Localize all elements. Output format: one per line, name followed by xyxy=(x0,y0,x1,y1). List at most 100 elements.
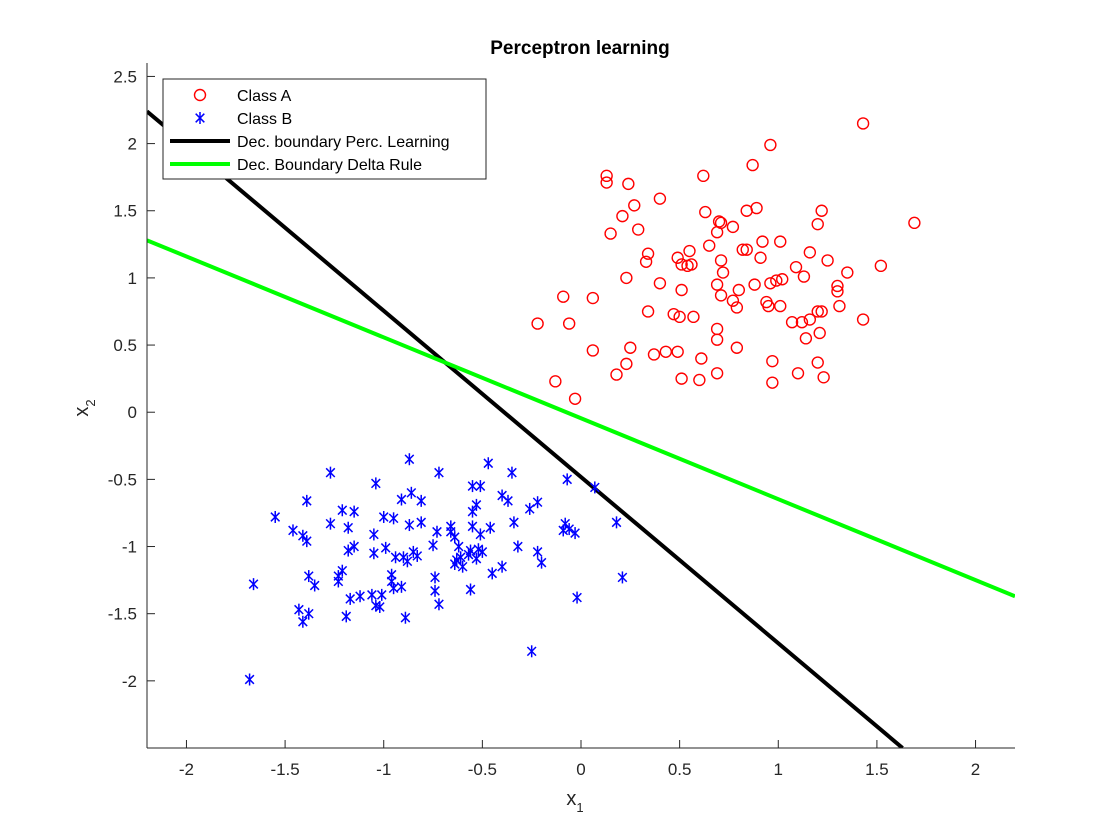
class-b-point xyxy=(536,556,547,569)
axes: -2 -1.5 -1 -0.5 0 0.5 1 1.5 2 -2 -1.5 -1 -0.5 0 0.5 1 1… xyxy=(108,63,1015,779)
class-a-point xyxy=(766,376,779,389)
class-a-point xyxy=(756,235,769,248)
class-a-point xyxy=(785,316,799,329)
class-a-point xyxy=(736,243,749,256)
class-a-point xyxy=(628,199,641,212)
legend-marker-class-b xyxy=(195,112,205,124)
x-tick-label: -0.5 xyxy=(468,760,497,779)
class-a-point xyxy=(647,348,661,361)
class-b-point xyxy=(374,600,385,613)
x-tick-label: 1.5 xyxy=(865,760,889,779)
y-tick-label: 2.5 xyxy=(113,67,137,86)
x-tick-label: -2 xyxy=(179,760,194,779)
class-a-point xyxy=(774,235,787,248)
x-axis-title: x1 xyxy=(566,788,583,815)
class-b-point xyxy=(297,615,308,628)
class-a-point xyxy=(616,209,629,223)
class-a-point xyxy=(714,254,728,267)
class-a-point xyxy=(732,283,746,297)
class-a-point xyxy=(746,158,759,172)
class-b-point xyxy=(333,575,344,588)
class-b-point xyxy=(497,560,507,573)
class-a-point xyxy=(821,254,834,267)
class-a-point xyxy=(831,279,844,293)
class-b-point xyxy=(611,516,622,529)
class-a-point xyxy=(604,227,617,240)
class-b-point xyxy=(380,541,391,554)
class-b-point xyxy=(475,528,486,541)
class-b-point xyxy=(248,578,259,591)
class-a-point xyxy=(549,375,562,388)
class-a-point xyxy=(641,305,655,318)
class-b-point xyxy=(404,519,415,532)
class-b-point xyxy=(388,582,399,595)
class-b-point xyxy=(467,505,478,518)
class-a-point xyxy=(726,294,740,307)
class-a-point xyxy=(710,333,724,346)
class-a-point xyxy=(766,354,779,368)
class-b-point xyxy=(303,607,314,620)
class-b-point xyxy=(288,524,298,537)
class-b-point xyxy=(343,544,354,557)
class-a-point xyxy=(764,138,777,152)
class-b-point xyxy=(244,673,255,686)
class-b-point xyxy=(430,571,440,584)
class-a-point xyxy=(764,277,777,290)
class-a-point xyxy=(754,251,767,264)
class-a-point xyxy=(687,310,700,324)
class-a-point xyxy=(856,117,870,130)
class-b-point xyxy=(589,481,600,494)
y-tick-label: 2 xyxy=(128,135,137,154)
class-b-point xyxy=(369,547,379,560)
class-a-point xyxy=(641,247,655,260)
class-a-point xyxy=(610,368,623,381)
y-tick-label: 1.5 xyxy=(113,202,137,221)
class-a-point xyxy=(673,310,686,324)
class-b-point xyxy=(434,598,444,611)
class-b-point xyxy=(532,545,543,558)
class-b-point xyxy=(457,560,468,573)
boundary-line xyxy=(147,238,1015,599)
class-b-point xyxy=(617,571,628,584)
legend-label: Dec. boundary Perc. Learning xyxy=(237,134,450,151)
class-b-point xyxy=(564,523,575,536)
class-a-point xyxy=(659,345,673,358)
class-b-point xyxy=(449,557,460,570)
boundary-line xyxy=(147,109,904,748)
class-b-point xyxy=(376,588,387,601)
class-a-point xyxy=(874,259,888,273)
class-a-point xyxy=(813,326,826,340)
class-a-point xyxy=(833,299,846,313)
class-a-point xyxy=(716,266,730,279)
y-tick-label: 1 xyxy=(128,269,137,288)
y-axis-title-sub: 2 xyxy=(83,399,98,406)
class-b-point xyxy=(558,524,569,537)
y-axis-ticks: -2 -1.5 -1 -0.5 0 0.5 1 1.5 2 2.5 xyxy=(108,67,155,691)
class-b-point xyxy=(487,567,498,580)
class-b-point xyxy=(524,502,535,515)
class-a-point xyxy=(710,226,724,239)
legend-marker-class-a xyxy=(193,88,207,102)
class-a-point xyxy=(803,246,817,259)
x-tick-label: 0 xyxy=(576,760,585,779)
y-axis-title-main: x xyxy=(71,407,93,417)
chart-title: Perceptron learning xyxy=(490,38,670,59)
class-b-point xyxy=(412,549,423,562)
class-a-point xyxy=(726,220,740,234)
class-a-point xyxy=(622,177,635,191)
class-a-point xyxy=(817,371,830,384)
class-b-point xyxy=(388,512,399,525)
class-b-point xyxy=(309,579,320,592)
y-tick-label: -0.5 xyxy=(108,470,137,489)
y-tick-label: 0.5 xyxy=(113,336,137,355)
class-b-point xyxy=(428,539,438,552)
class-a-point xyxy=(740,204,753,217)
x-axis-ticks: -2 -1.5 -1 -0.5 0 0.5 1 1.5 2 xyxy=(179,740,980,779)
class-a-point xyxy=(714,289,728,302)
class-a-point xyxy=(653,277,667,290)
class-b-point xyxy=(562,473,573,486)
class-b-point xyxy=(434,466,444,479)
class-b-point xyxy=(294,603,304,616)
class-a-point xyxy=(740,243,753,256)
class-a-point xyxy=(791,367,805,380)
